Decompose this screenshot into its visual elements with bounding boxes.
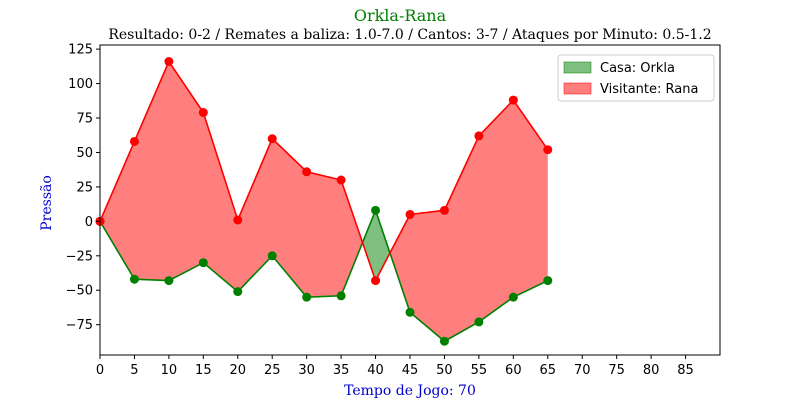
x-tick-label: 40	[367, 363, 384, 378]
away-point	[302, 167, 312, 177]
y-tick-label: 75	[76, 112, 93, 127]
away-point	[129, 136, 139, 146]
away-point	[267, 134, 277, 144]
home-point	[508, 292, 518, 302]
x-tick-label: 75	[608, 363, 625, 378]
legend: Casa: Orkla Visitante: Rana	[557, 54, 715, 102]
home-point	[439, 336, 449, 346]
x-tick-label: 25	[264, 363, 281, 378]
x-tick-label: 35	[333, 363, 350, 378]
y-tick-label: 50	[76, 146, 93, 161]
y-axis-label: Pressão	[39, 175, 55, 231]
away-point	[474, 131, 484, 141]
away-point	[371, 276, 381, 286]
home-point	[405, 307, 415, 317]
x-tick-label: 85	[677, 363, 694, 378]
home-point	[198, 258, 208, 268]
home-point	[474, 317, 484, 327]
away-point	[336, 175, 346, 185]
away-point	[233, 215, 243, 225]
legend-label: Visitante: Rana	[600, 82, 698, 97]
x-tick-label: 15	[195, 363, 212, 378]
x-tick-label: 10	[161, 363, 178, 378]
y-tick-label: 100	[68, 77, 93, 92]
away-point	[164, 57, 174, 67]
y-tick-label: 0	[85, 215, 93, 230]
x-tick-label: 50	[436, 363, 453, 378]
away-fill-region-0	[100, 61, 363, 298]
legend-swatch	[563, 82, 592, 95]
home-point	[129, 274, 139, 284]
home-point	[371, 205, 381, 215]
home-series-line	[99, 208, 549, 343]
plot-area: 0 5 10 15 20 25 30 35 40 45 50 55 60 65 70 75 80 85 −75 −50…	[66, 43, 721, 378]
legend-swatch	[563, 61, 592, 74]
home-point	[164, 276, 174, 286]
x-tick-label: 60	[505, 363, 522, 378]
away-point	[439, 205, 449, 215]
away-fill-region-2	[389, 100, 548, 342]
legend-label: Casa: Orkla	[600, 61, 675, 76]
y-tick-label: 125	[68, 43, 93, 58]
away-point	[198, 108, 208, 118]
x-tick-label: 30	[298, 363, 315, 378]
home-fill-region-1	[362, 210, 390, 281]
x-tick-label: 55	[471, 363, 488, 378]
chart-title: Orkla-Rana	[354, 6, 447, 25]
x-tick-label: 5	[130, 363, 138, 378]
away-point	[543, 145, 553, 155]
home-point	[233, 287, 243, 297]
home-point	[267, 251, 277, 261]
chart-subtitle: Resultado: 0-2 / Remates a baliza: 1.0-7…	[108, 27, 711, 43]
away-series-line	[99, 59, 549, 283]
home-point	[302, 292, 312, 302]
home-point	[336, 291, 346, 301]
away-point	[508, 95, 518, 105]
y-tick-label: −25	[66, 249, 93, 264]
x-tick-label: 0	[96, 363, 104, 378]
x-tick-label: 45	[402, 363, 419, 378]
x-axis-label: Tempo de Jogo: 70	[344, 383, 476, 399]
x-tick-label: 80	[643, 363, 660, 378]
y-tick-label: −50	[66, 284, 93, 299]
x-tick-label: 70	[574, 363, 591, 378]
y-tick-label: −75	[66, 318, 93, 333]
away-point	[405, 209, 415, 219]
y-tick-label: 25	[76, 180, 93, 195]
x-tick-label: 65	[540, 363, 557, 378]
legend-box	[557, 54, 715, 102]
home-point	[543, 276, 553, 286]
x-tick-label: 20	[230, 363, 247, 378]
